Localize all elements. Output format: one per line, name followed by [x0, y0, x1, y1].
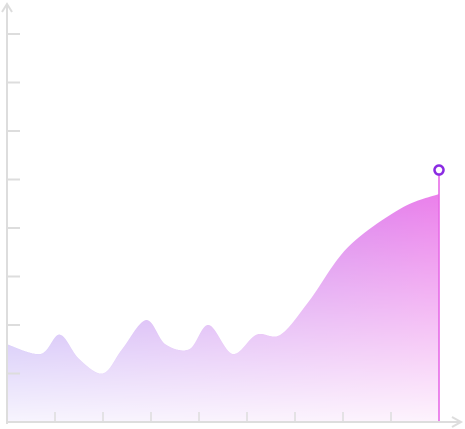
cursor-marker	[433, 164, 445, 176]
area-fade	[7, 194, 439, 422]
plot-area	[7, 164, 445, 422]
y-axis-arrow	[1, 2, 13, 13]
x-axis-arrow	[451, 416, 464, 428]
